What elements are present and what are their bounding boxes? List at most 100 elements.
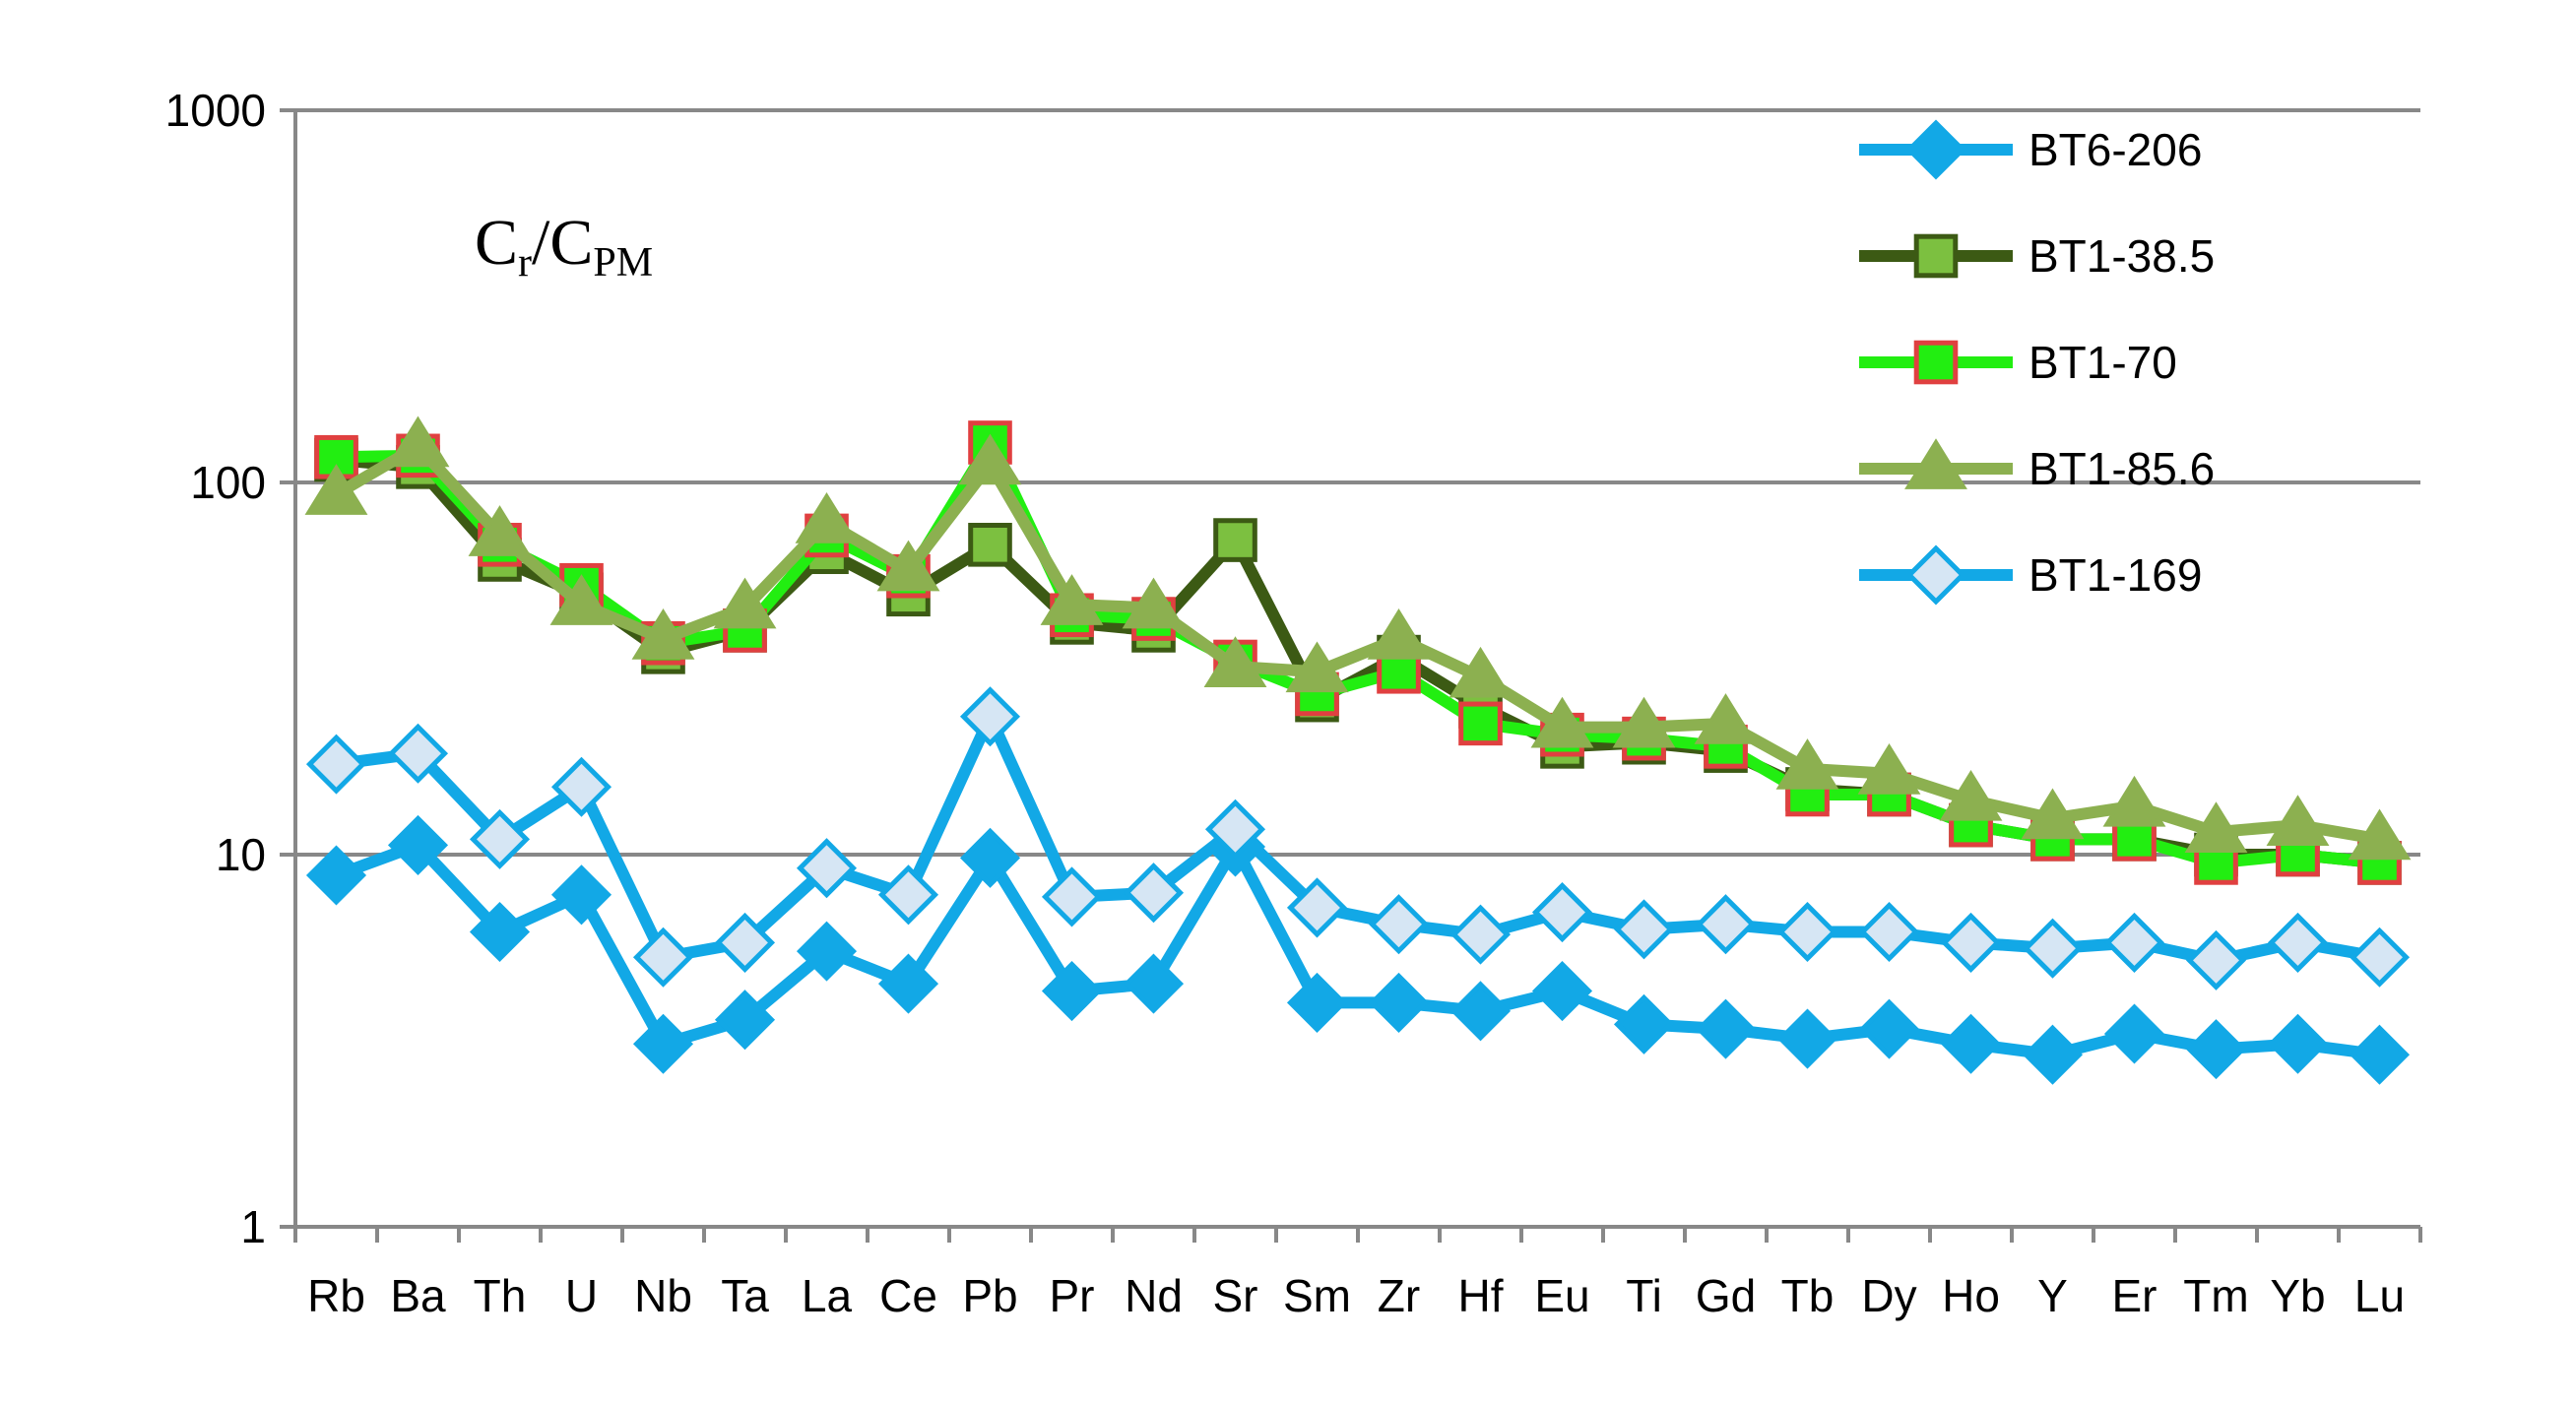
data-point-bt1-169-y [2022,918,2084,979]
legend-marker-bt1-38-5 [1913,233,1959,279]
data-point-bt1-169-hf [1449,904,1512,965]
data-point-bt1-85-6-th [468,505,532,556]
data-point-bt1-169-yb [2267,912,2329,973]
data-point-bt6-206-dy [1858,998,1920,1059]
data-point-bt1-85-6-nb [631,608,695,660]
x-tick-label-er: Er [2112,1270,2157,1321]
data-point-bt1-169-rb [305,734,367,795]
data-point-bt1-85-6-sm [1285,641,1349,693]
y-tick-label-1000: 1000 [165,85,266,136]
data-point-bt1-85-6-nd [1122,577,1186,629]
data-point-bt1-85-6-gd [1694,693,1758,744]
data-point-bt1-169-zr [1368,894,1430,955]
data-point-bt1-169-nd [1123,863,1185,924]
cr-cpm-annotation: Cr/CPM [475,207,653,286]
legend-item-bt6-206: BT6-206 [1859,119,2202,180]
series-lines [304,415,2412,1085]
x-tick-label-pb: Pb [962,1270,1017,1321]
legend-item-bt1-85-6: BT1-85.6 [1859,438,2215,494]
data-point-bt6-206-nb [632,1013,694,1074]
data-point-bt6-206-pb [959,827,1021,888]
data-point-bt6-206-hf [1449,981,1512,1042]
x-tick-label-ti: Ti [1626,1270,1662,1321]
data-point-bt1-85-6-ce [876,540,940,592]
data-point-bt6-206-er [2103,1003,2165,1064]
data-point-bt6-206-zr [1368,972,1430,1033]
annotation-sub-r: r [518,240,532,286]
data-point-bt6-206-lu [2349,1024,2411,1085]
data-point-bt1-169-ta [714,912,776,973]
data-point-bt6-206-ti [1613,993,1675,1054]
data-point-bt1-169-gd [1695,894,1757,955]
x-tick-label-sr: Sr [1213,1270,1258,1321]
legend-item-bt1-38-5: BT1-38.5 [1859,230,2215,282]
data-point-bt1-169-sm [1286,877,1348,938]
data-point-bt1-169-er [2103,912,2165,973]
data-point-bt6-206-tb [1776,1008,1838,1069]
data-point-bt1-85-6-tb [1775,738,1839,790]
x-tick-label-nb: Nb [634,1270,692,1321]
data-point-bt1-169-tm [2185,929,2247,991]
data-point-bt6-206-tm [2185,1019,2247,1080]
x-tick-label-tb: Tb [1781,1270,1835,1321]
data-point-bt6-206-ce [877,953,939,1014]
data-point-bt6-206-th [469,901,531,963]
data-point-bt1-169-dy [1858,901,1920,963]
legend-label-bt1-38-5: BT1-38.5 [2029,230,2215,282]
data-point-bt6-206-rb [305,845,367,906]
annotation-slash-c: /C [532,207,593,279]
data-point-bt1-169-pb [959,686,1021,747]
data-point-bt1-169-lu [2349,927,2411,988]
data-point-bt1-85-6-pb [958,433,1022,485]
x-tick-label-y: Y [2037,1270,2068,1321]
x-tick-label-lu: Lu [2354,1270,2405,1321]
data-point-bt1-85-6-la [795,491,859,543]
data-point-bt1-85-6-lu [2348,808,2412,861]
series-bt1-85-6 [304,415,2412,861]
x-tick-label-rb: Rb [307,1270,365,1321]
x-tick-label-th: Th [474,1270,527,1321]
data-point-bt6-206-ba [387,814,449,875]
data-point-bt1-169-ba [387,723,449,784]
x-tick-label-ho: Ho [1942,1270,2000,1321]
legend: BT6-206 BT1-38.5 BT1-70 BT1-85.6 BT1-169 [1859,119,2215,606]
data-point-bt1-85-6-pr [1040,574,1104,625]
data-point-bt1-85-6-ho [1939,769,2003,821]
x-tick-label-nd: Nd [1125,1270,1183,1321]
legend-marker-bt1-85-6 [1904,438,1967,489]
svg-text:Cr/CPM: Cr/CPM [475,207,653,286]
x-tick-label-ba: Ba [390,1270,446,1321]
legend-item-bt1-70: BT1-70 [1859,337,2177,388]
data-point-bt6-206-pr [1041,961,1103,1022]
x-tick-label-pr: Pr [1050,1270,1095,1321]
data-point-bt6-206-gd [1695,998,1757,1059]
data-point-bt1-85-6-tm [2184,801,2248,853]
data-point-bt1-169-ti [1613,899,1675,960]
data-point-bt1-85-6-ba [386,415,450,468]
data-point-bt1-85-6-ta [713,577,777,629]
data-point-bt6-206-nd [1123,953,1185,1014]
x-tick-label-ta: Ta [721,1270,769,1321]
legend-label-bt6-206: BT6-206 [2029,124,2202,175]
annotation-sub-pm: PM [593,240,653,286]
data-point-bt1-169-eu [1531,882,1593,943]
x-tick-label-yb: Yb [2270,1270,2325,1321]
data-point-bt1-85-6-er [2102,775,2166,827]
y-tick-label-100: 100 [190,457,266,508]
series-bt6-206 [305,814,2411,1085]
data-point-bt1-70-hf [1458,701,1503,746]
legend-label-bt1-70: BT1-70 [2029,337,2177,388]
x-tick-label-u: U [565,1270,598,1321]
data-point-bt1-169-sr [1204,799,1266,860]
data-point-bt6-206-u [550,864,612,926]
data-point-bt1-169-th [469,808,531,869]
data-point-bt1-169-tb [1776,901,1838,963]
legend-marker-bt1-70 [1913,340,1959,385]
data-point-bt1-85-6-y [2021,788,2085,840]
series-bt1-169 [305,686,2411,991]
x-tick-label-dy: Dy [1861,1270,1916,1321]
annotation-main: C [475,207,518,279]
legend-item-bt1-169: BT1-169 [1859,544,2202,606]
y-tick-label-10: 10 [216,829,266,880]
